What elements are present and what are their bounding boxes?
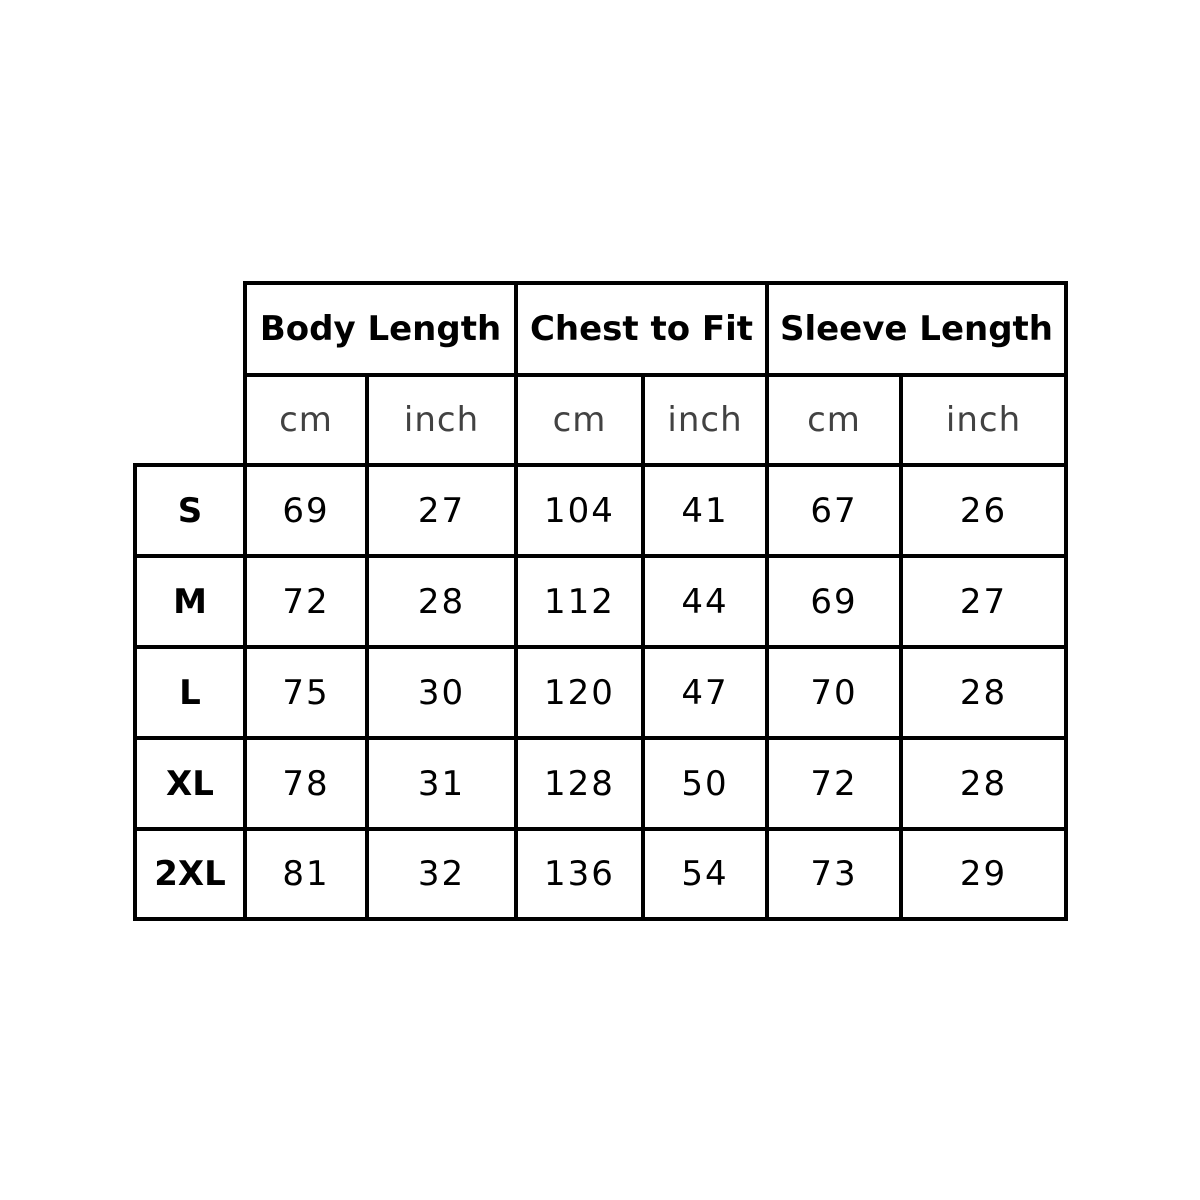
table-cell: 31: [417, 763, 466, 804]
grid-line: [514, 281, 518, 921]
grid-line: [1064, 281, 1068, 921]
grid-line: [641, 373, 645, 921]
grid-line: [133, 463, 137, 921]
grid-line: [243, 281, 1068, 285]
size-label: 2XL: [154, 854, 226, 894]
table-cell: 28: [417, 581, 466, 622]
grid-line: [133, 645, 1068, 649]
table-cell: 75: [282, 672, 330, 713]
unit-header: inch: [667, 400, 743, 440]
table-cell: 72: [810, 763, 858, 804]
table-cell: 72: [282, 581, 330, 622]
table-cell: 67: [810, 490, 858, 531]
table-cell: 70: [810, 672, 858, 713]
unit-header: inch: [403, 400, 480, 440]
table-cell: 41: [681, 490, 729, 531]
table-cell: 27: [417, 490, 466, 531]
table-cell: 128: [544, 763, 615, 804]
grid-line: [133, 554, 1068, 558]
column-group-header: Body Length: [259, 309, 502, 349]
grid-line: [133, 917, 1068, 921]
size-label: M: [173, 581, 207, 622]
grid-line: [133, 736, 1068, 740]
table-cell: 78: [282, 763, 330, 804]
table-cell: 120: [544, 672, 615, 713]
table-cell: 30: [417, 672, 466, 713]
table-cell: 69: [810, 581, 858, 622]
column-group-header: Sleeve Length: [779, 309, 1054, 349]
column-group-header: Chest to Fit: [529, 309, 754, 349]
unit-header: inch: [945, 400, 1022, 440]
size-label: L: [179, 672, 201, 713]
unit-header: cm: [279, 400, 333, 440]
grid-line: [243, 373, 1068, 377]
table-cell: 29: [959, 854, 1008, 894]
grid-line: [133, 827, 1068, 831]
table-cell: 28: [959, 763, 1008, 804]
unit-header: cm: [807, 400, 861, 440]
table-cell: 32: [417, 854, 466, 894]
grid-line: [365, 373, 369, 921]
table-cell: 26: [959, 490, 1008, 531]
table-cell: 47: [681, 672, 729, 713]
table-cell: 73: [810, 854, 858, 894]
table-cell: 44: [681, 581, 729, 622]
unit-header: cm: [552, 400, 607, 440]
table-cell: 104: [544, 490, 615, 531]
table-cell: 27: [959, 581, 1008, 622]
table-cell: 54: [681, 854, 729, 894]
size-label: S: [177, 490, 203, 531]
table-cell: 112: [544, 581, 615, 622]
table-cell: 81: [282, 854, 330, 894]
grid-line: [133, 463, 1068, 467]
table-cell: 50: [681, 763, 729, 804]
size-label: XL: [166, 763, 214, 804]
grid-line: [765, 281, 769, 921]
grid-line: [899, 373, 903, 921]
table-cell: 136: [544, 854, 615, 894]
table-cell: 28: [959, 672, 1008, 713]
table-cell: 69: [282, 490, 330, 531]
grid-line: [243, 281, 247, 921]
